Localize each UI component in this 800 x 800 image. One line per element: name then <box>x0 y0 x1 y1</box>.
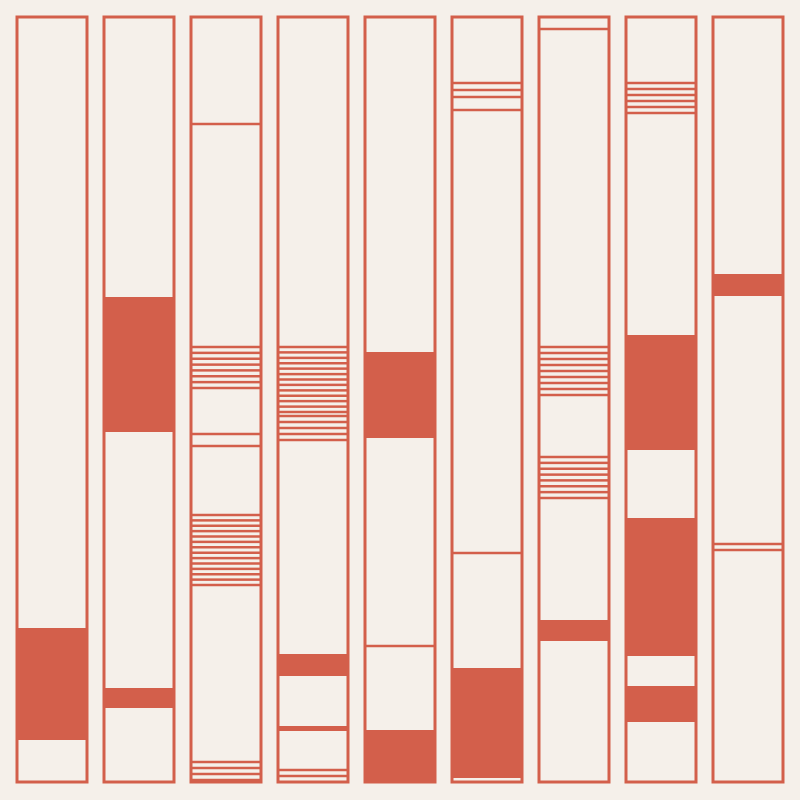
column-frame <box>276 15 350 784</box>
solid-band <box>713 274 783 296</box>
column-frame <box>102 15 176 784</box>
column-frame <box>363 15 437 784</box>
column-frame <box>537 15 611 784</box>
column-frame <box>711 15 785 784</box>
solid-band <box>626 335 696 450</box>
solid-band <box>17 628 87 740</box>
solid-band <box>278 726 348 731</box>
column-frame <box>15 15 89 784</box>
solid-band <box>104 688 174 708</box>
solid-band <box>278 654 348 676</box>
column-frame <box>189 15 263 784</box>
solid-band <box>626 518 696 656</box>
solid-band <box>452 668 522 778</box>
solid-band <box>626 686 696 722</box>
column-frame <box>450 15 524 784</box>
solid-band <box>365 730 435 782</box>
solid-band <box>365 352 435 438</box>
solid-band <box>539 620 609 641</box>
solid-band <box>104 297 174 432</box>
column-frame <box>624 15 698 784</box>
